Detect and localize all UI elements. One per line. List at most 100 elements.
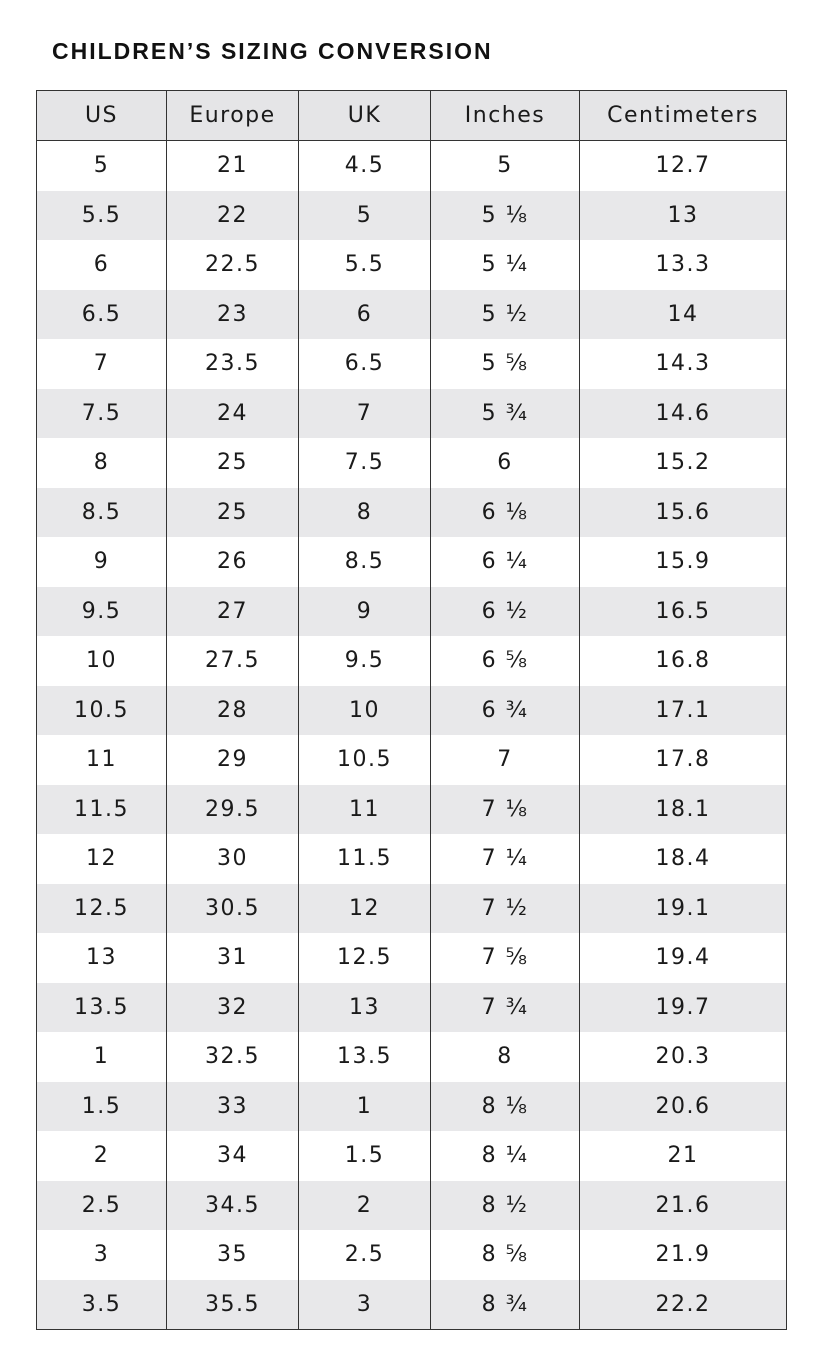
table-cell: 11 xyxy=(298,784,431,834)
table-cell: 26 xyxy=(166,537,299,587)
table-cell: 2.5 xyxy=(298,1230,431,1280)
table-cell: 17.8 xyxy=(579,735,787,785)
table-cell: 9 xyxy=(36,537,167,587)
table-cell: 6 ¾ xyxy=(430,685,580,735)
table-cell: 25 xyxy=(166,438,299,488)
table-row: 9.5 27 9 6 ½ 16.5 xyxy=(36,586,787,636)
table-cell: 7 ½ xyxy=(430,883,580,933)
table-cell: 4.5 xyxy=(298,140,431,191)
table-cell: 7.5 xyxy=(36,388,167,438)
table-cell: 17.1 xyxy=(579,685,787,735)
table-cell: 23 xyxy=(166,289,299,339)
column-header: Inches xyxy=(430,90,580,141)
table-cell: 30.5 xyxy=(166,883,299,933)
table-cell: 29 xyxy=(166,735,299,785)
table-cell: 12.5 xyxy=(36,883,167,933)
title: CHILDREN’S SIZING CONVERSION xyxy=(52,38,493,64)
table-cell: 19.4 xyxy=(579,933,787,983)
table-cell: 27 xyxy=(166,586,299,636)
table-cell: 7 ⅛ xyxy=(430,784,580,834)
table-cell: 21 xyxy=(166,140,299,191)
table-cell: 8 xyxy=(430,1032,580,1082)
column-header: US xyxy=(36,90,167,141)
table-cell: 15.9 xyxy=(579,537,787,587)
table-cell: 10 xyxy=(36,636,167,686)
table-cell: 15.6 xyxy=(579,487,787,537)
table-cell: 10.5 xyxy=(36,685,167,735)
table-row: 2 34 1.5 8 ¼ 21 xyxy=(36,1131,787,1181)
table-cell: 12.5 xyxy=(298,933,431,983)
table-cell: 28 xyxy=(166,685,299,735)
table-cell: 8 xyxy=(298,487,431,537)
table-cell: 7.5 xyxy=(298,438,431,488)
table-cell: 20.3 xyxy=(579,1032,787,1082)
table-cell: 7 xyxy=(430,735,580,785)
table-cell: 12.7 xyxy=(579,140,787,191)
table-cell: 2 xyxy=(298,1180,431,1230)
table-row: 12 30 11.5 7 ¼ 18.4 xyxy=(36,834,787,884)
table-cell: 14 xyxy=(579,289,787,339)
table-cell: 12 xyxy=(36,834,167,884)
table-cell: 7 xyxy=(298,388,431,438)
table-cell: 6 xyxy=(36,240,167,290)
table-row: 13.5 32 13 7 ¾ 19.7 xyxy=(36,982,787,1032)
table-cell: 16.5 xyxy=(579,586,787,636)
table-cell: 5 ½ xyxy=(430,289,580,339)
table-cell: 13.3 xyxy=(579,240,787,290)
table-cell: 3 xyxy=(36,1230,167,1280)
table-cell: 5 ¾ xyxy=(430,388,580,438)
table-cell: 5.5 xyxy=(298,240,431,290)
table-cell: 7 xyxy=(36,339,167,389)
table-cell: 1 xyxy=(298,1081,431,1131)
table-cell: 13.5 xyxy=(298,1032,431,1082)
size-table: US Europe UK Inches Centimeters 5 21 4.5 5 12.7 5… xyxy=(36,90,787,1330)
table-row: 8 25 7.5 6 15.2 xyxy=(36,438,787,488)
table-cell: 34.5 xyxy=(166,1180,299,1230)
table-row: 12.5 30.5 12 7 ½ 19.1 xyxy=(36,883,787,933)
table-row: 5.5 22 5 5 ⅛ 13 xyxy=(36,190,787,240)
table-row: 5 21 4.5 5 12.7 xyxy=(36,140,787,191)
table-cell: 29.5 xyxy=(166,784,299,834)
table-cell: 35 xyxy=(166,1230,299,1280)
table-cell: 14.3 xyxy=(579,339,787,389)
table-cell: 9.5 xyxy=(36,586,167,636)
table-cell: 8.5 xyxy=(298,537,431,587)
table-cell: 9 xyxy=(298,586,431,636)
table-cell: 33 xyxy=(166,1081,299,1131)
table-cell: 9.5 xyxy=(298,636,431,686)
table-cell: 11.5 xyxy=(298,834,431,884)
column-header: Centimeters xyxy=(579,90,787,141)
table-cell: 35.5 xyxy=(166,1279,299,1330)
table-row: 1.5 33 1 8 ⅛ 20.6 xyxy=(36,1081,787,1131)
table-cell: 5 ¼ xyxy=(430,240,580,290)
table-cell: 31 xyxy=(166,933,299,983)
table-cell: 6 xyxy=(298,289,431,339)
table-cell: 7 ⅝ xyxy=(430,933,580,983)
table-row: 3 35 2.5 8 ⅝ 21.9 xyxy=(36,1230,787,1280)
table-row: 7.5 24 7 5 ¾ 14.6 xyxy=(36,388,787,438)
table-cell: 18.4 xyxy=(579,834,787,884)
table-cell: 12 xyxy=(298,883,431,933)
table-cell: 6 ¼ xyxy=(430,537,580,587)
table-cell: 1 xyxy=(36,1032,167,1082)
table-cell: 23.5 xyxy=(166,339,299,389)
table-cell: 5 xyxy=(36,140,167,191)
table-cell: 6 ⅛ xyxy=(430,487,580,537)
table-cell: 7 ¾ xyxy=(430,982,580,1032)
table-cell: 24 xyxy=(166,388,299,438)
table-row: 10.5 28 10 6 ¾ 17.1 xyxy=(36,685,787,735)
table-cell: 5 xyxy=(298,190,431,240)
table-row: 3.5 35.5 3 8 ¾ 22.2 xyxy=(36,1279,787,1330)
table-cell: 3.5 xyxy=(36,1279,167,1330)
table-cell: 27.5 xyxy=(166,636,299,686)
table-cell: 19.1 xyxy=(579,883,787,933)
table-cell: 32 xyxy=(166,982,299,1032)
table-cell: 8.5 xyxy=(36,487,167,537)
table-row: 11 29 10.5 7 17.8 xyxy=(36,735,787,785)
table-cell: 11 xyxy=(36,735,167,785)
table-cell: 30 xyxy=(166,834,299,884)
table-cell: 10.5 xyxy=(298,735,431,785)
table-cell: 34 xyxy=(166,1131,299,1181)
table-row: 11.5 29.5 11 7 ⅛ 18.1 xyxy=(36,784,787,834)
table-cell: 8 ¾ xyxy=(430,1279,580,1330)
